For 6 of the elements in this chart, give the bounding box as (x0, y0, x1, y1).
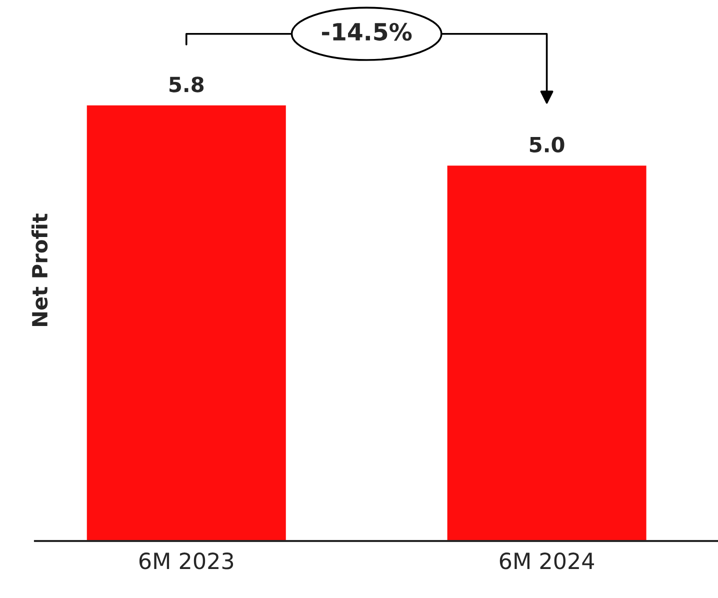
data-label: 5.8 (170, 76, 204, 92)
text: -14.5% (322, 22, 412, 41)
y-axis-title: Net Profit (32, 214, 48, 326)
x-tick-label: 6M 2023 (139, 552, 234, 570)
data-label: 5.0 (530, 136, 564, 153)
x-tick-label: 6M 2024 (500, 552, 594, 570)
